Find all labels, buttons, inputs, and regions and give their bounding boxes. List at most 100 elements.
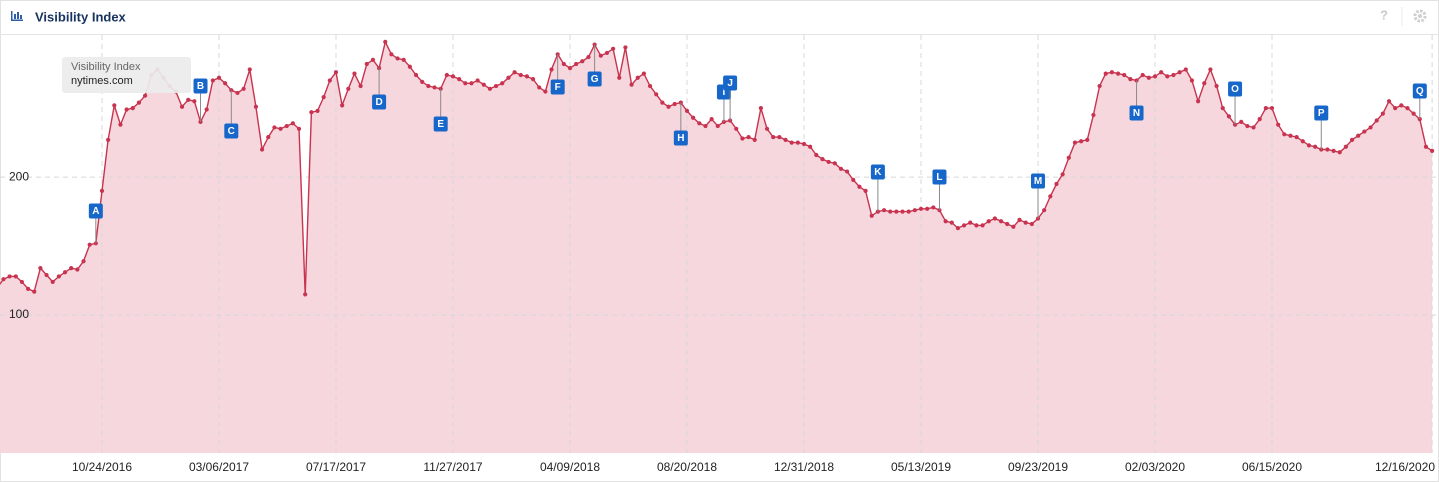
point bbox=[1362, 129, 1367, 134]
point bbox=[1282, 132, 1287, 137]
point bbox=[1189, 78, 1195, 83]
point bbox=[1177, 70, 1182, 75]
point bbox=[955, 226, 961, 231]
point bbox=[1146, 75, 1151, 80]
point bbox=[407, 64, 412, 69]
x-tick-label: 12/31/2018 bbox=[774, 460, 834, 474]
point bbox=[1405, 106, 1410, 111]
settings-button[interactable] bbox=[1413, 9, 1427, 23]
point bbox=[586, 54, 591, 60]
annotation-flag: N bbox=[1129, 80, 1144, 121]
point bbox=[752, 137, 757, 142]
tooltip-series: nytimes.com bbox=[71, 75, 133, 87]
point bbox=[1029, 221, 1034, 227]
point bbox=[450, 74, 456, 79]
point bbox=[641, 71, 646, 76]
point bbox=[1085, 137, 1090, 142]
x-tick-label: 11/27/2017 bbox=[423, 460, 482, 474]
point bbox=[1337, 150, 1342, 155]
point bbox=[1251, 125, 1256, 130]
point bbox=[296, 126, 302, 131]
point bbox=[136, 100, 142, 105]
annotation-flag: L bbox=[932, 169, 947, 211]
annotation-box bbox=[88, 203, 103, 219]
tooltip-title: Visibility Index bbox=[71, 61, 141, 73]
point bbox=[654, 92, 659, 97]
annotation-label: D bbox=[375, 97, 382, 108]
point bbox=[1294, 134, 1299, 140]
point bbox=[611, 46, 616, 51]
point bbox=[998, 219, 1004, 224]
point bbox=[241, 86, 246, 91]
point bbox=[894, 209, 899, 214]
point bbox=[223, 81, 228, 86]
point bbox=[1183, 67, 1188, 72]
point bbox=[1245, 123, 1250, 129]
point bbox=[130, 106, 135, 111]
point bbox=[1380, 111, 1385, 116]
annotation-label: P bbox=[1318, 108, 1325, 119]
point bbox=[1072, 140, 1078, 145]
point bbox=[401, 57, 406, 62]
annotation-box bbox=[1314, 105, 1329, 121]
axes: 100 200 10/24/2016 03/06/2017 07/17/2017 11/2… bbox=[9, 169, 1435, 474]
point bbox=[912, 208, 917, 213]
point bbox=[1152, 74, 1158, 79]
annotation-label: F bbox=[555, 82, 561, 93]
point bbox=[426, 83, 431, 89]
x-tick-label: 10/24/2016 bbox=[72, 460, 132, 474]
point bbox=[38, 266, 43, 271]
point bbox=[481, 82, 486, 87]
point bbox=[87, 242, 92, 247]
point bbox=[457, 77, 462, 82]
point bbox=[598, 53, 603, 58]
point bbox=[192, 99, 197, 104]
annotation-box bbox=[723, 75, 738, 91]
point bbox=[1269, 106, 1275, 111]
point bbox=[943, 219, 948, 224]
point bbox=[789, 140, 794, 145]
annotation-label: H bbox=[677, 133, 684, 144]
annotation-flag: G bbox=[587, 44, 602, 87]
point bbox=[1368, 125, 1373, 130]
point bbox=[1399, 103, 1404, 108]
annotation-label: M bbox=[1034, 176, 1042, 187]
point bbox=[1208, 67, 1213, 72]
point bbox=[1017, 217, 1022, 222]
point bbox=[795, 140, 800, 145]
point bbox=[740, 136, 745, 141]
point bbox=[186, 97, 191, 102]
annotation-flag: M bbox=[1031, 173, 1046, 219]
point bbox=[50, 279, 55, 285]
point bbox=[1300, 139, 1305, 144]
point bbox=[697, 121, 702, 126]
point bbox=[420, 79, 425, 85]
point bbox=[666, 104, 671, 109]
point bbox=[1066, 155, 1071, 160]
point bbox=[845, 169, 850, 174]
point bbox=[340, 103, 345, 108]
point bbox=[1239, 119, 1244, 125]
annotations: A B C D E F G H IJ K L M N O P Q bbox=[88, 44, 1427, 244]
point bbox=[851, 177, 856, 182]
annotation-flag: Q bbox=[1412, 83, 1427, 120]
point bbox=[19, 279, 25, 285]
point bbox=[931, 205, 936, 210]
point bbox=[900, 209, 905, 214]
point bbox=[1005, 221, 1010, 227]
annotation-label: E bbox=[437, 119, 444, 130]
point bbox=[75, 267, 80, 272]
y-tick-label: 100 bbox=[9, 307, 29, 321]
help-button[interactable]: ? bbox=[1380, 7, 1388, 22]
point bbox=[1276, 122, 1281, 127]
x-tick-label: 12/16/2020 bbox=[1375, 460, 1435, 474]
point bbox=[1313, 144, 1318, 149]
annotation-box bbox=[870, 164, 885, 180]
annotation-label: C bbox=[228, 126, 235, 137]
point bbox=[493, 83, 499, 89]
point bbox=[290, 121, 295, 126]
point bbox=[543, 89, 548, 94]
annotation-box bbox=[587, 71, 602, 87]
point bbox=[764, 126, 770, 131]
point bbox=[1374, 118, 1379, 123]
